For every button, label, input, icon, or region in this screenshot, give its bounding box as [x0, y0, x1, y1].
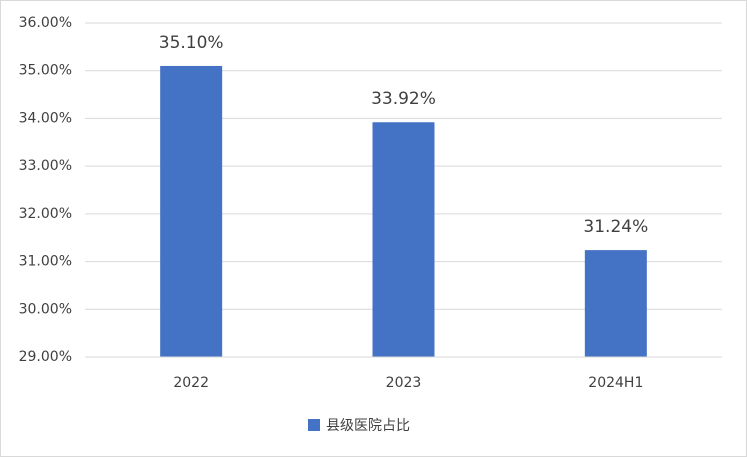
y-tick-label: 31.00% — [19, 254, 72, 270]
value-label: 33.92% — [371, 89, 436, 109]
y-tick-label: 36.00% — [19, 15, 72, 31]
value-label: 35.10% — [159, 33, 224, 53]
y-tick-label: 33.00% — [19, 158, 72, 174]
bar — [372, 122, 435, 357]
y-tick-label: 34.00% — [19, 110, 72, 126]
y-tick-label: 35.00% — [19, 63, 72, 79]
y-tick-label: 32.00% — [19, 206, 72, 222]
x-tick-label: 2023 — [386, 375, 422, 391]
y-tick-label: 29.00% — [19, 349, 72, 365]
x-tick-label: 2022 — [173, 375, 209, 391]
legend-swatch — [308, 419, 320, 431]
bar — [160, 65, 223, 357]
legend-label: 县级医院占比 — [326, 418, 410, 434]
bar — [584, 250, 647, 357]
y-tick-label: 30.00% — [19, 301, 72, 317]
x-tick-label: 2024H1 — [588, 375, 643, 391]
value-label: 31.24% — [583, 217, 648, 237]
